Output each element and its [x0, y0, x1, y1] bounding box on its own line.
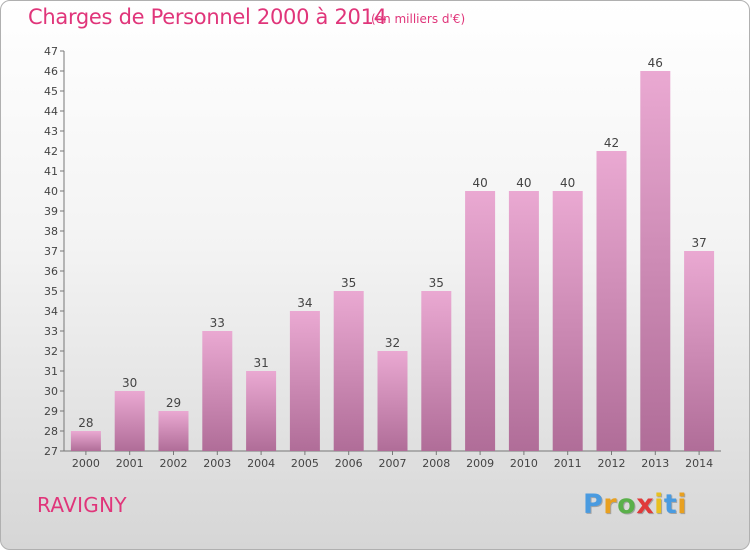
y-tick-label: 37: [44, 245, 58, 258]
x-tick-label: 2006: [335, 457, 363, 470]
y-tick-label: 33: [44, 325, 58, 338]
x-tick-label: 2013: [641, 457, 669, 470]
y-tick-label: 44: [44, 105, 58, 118]
x-tick-label: 2008: [422, 457, 450, 470]
x-tick-label: 2012: [598, 457, 626, 470]
data-label: 33: [210, 316, 225, 330]
bar-2014: [684, 251, 715, 451]
bar-2008: [421, 291, 452, 451]
data-label: 46: [648, 56, 663, 70]
data-labels: 28 30 29 33 31 34 35 32 35 40 40 40 42 46 37: [78, 56, 706, 430]
y-tick-label: 35: [44, 285, 58, 298]
proxiti-logo: Proxiti: [583, 489, 687, 520]
data-label: 34: [297, 296, 312, 310]
x-tick-label: 2014: [685, 457, 713, 470]
x-tick-label: 2004: [247, 457, 275, 470]
y-tick-label: 39: [44, 205, 58, 218]
data-label: 35: [341, 276, 356, 290]
bar-2005: [289, 311, 320, 451]
chart-subtitle: (en milliers d'€): [371, 12, 466, 26]
y-tick-label: 31: [44, 365, 58, 378]
y-tick-label: 38: [44, 225, 58, 238]
bar-2011: [552, 191, 583, 451]
chart-title: Charges de Personnel 2000 à 2014: [28, 5, 387, 29]
y-tick-label: 46: [44, 65, 58, 78]
bar-2003: [202, 331, 233, 451]
bar-2004: [246, 371, 277, 451]
bar-2000: [70, 431, 101, 451]
y-tick-label: 32: [44, 345, 58, 358]
logo-letter: r: [603, 489, 618, 520]
data-label: 32: [385, 336, 400, 350]
data-label: 40: [516, 176, 531, 190]
x-tick-label: 2003: [203, 457, 231, 470]
bar-2002: [158, 411, 189, 451]
bar-2013: [640, 71, 671, 451]
x-tick-label: 2001: [116, 457, 144, 470]
logo-letter: i: [654, 489, 664, 520]
y-tick-label: 43: [44, 125, 58, 138]
town-name: RAVIGNY: [37, 493, 127, 517]
bar-2001: [114, 391, 145, 451]
logo-letter: x: [636, 489, 655, 520]
data-label: 40: [560, 176, 575, 190]
y-tick-label: 27: [44, 445, 58, 458]
bar-2009: [465, 191, 496, 451]
data-label: 31: [253, 356, 268, 370]
bar-2010: [508, 191, 539, 451]
logo-letter: t: [663, 489, 678, 520]
y-tick-label: 45: [44, 85, 58, 98]
y-tick-label: 36: [44, 265, 58, 278]
axes: 27 28 29 30 31 32 33 34 35 36 37 38 39 40 41 42 43 44 45 46…: [44, 45, 721, 470]
data-label: 42: [604, 136, 619, 150]
bar-2007: [377, 351, 408, 451]
x-tick-label: 2010: [510, 457, 538, 470]
logo-letter: i: [677, 489, 688, 520]
x-tick-label: 2011: [554, 457, 582, 470]
logo-letter: o: [617, 489, 637, 520]
data-label: 37: [691, 236, 706, 250]
logo-letter: P: [583, 489, 604, 520]
x-tick-label: 2005: [291, 457, 319, 470]
y-tick-label: 29: [44, 405, 58, 418]
data-label: 35: [429, 276, 444, 290]
x-tick-label: 2007: [379, 457, 407, 470]
y-tick-label: 34: [44, 305, 58, 318]
data-label: 28: [78, 416, 93, 430]
y-tick-label: 40: [44, 185, 58, 198]
y-tick-label: 30: [44, 385, 58, 398]
y-tick-label: 42: [44, 145, 58, 158]
x-tick-label: 2009: [466, 457, 494, 470]
y-tick-label: 47: [44, 45, 58, 58]
y-tick-label: 28: [44, 425, 58, 438]
bar-2012: [596, 151, 627, 451]
bars: [70, 71, 715, 451]
bar-2006: [333, 291, 364, 451]
x-tick-label: 2000: [72, 457, 100, 470]
y-tick-label: 41: [44, 165, 58, 178]
data-label: 29: [166, 396, 181, 410]
x-tick-label: 2002: [160, 457, 188, 470]
data-label: 30: [122, 376, 137, 390]
data-label: 40: [472, 176, 487, 190]
